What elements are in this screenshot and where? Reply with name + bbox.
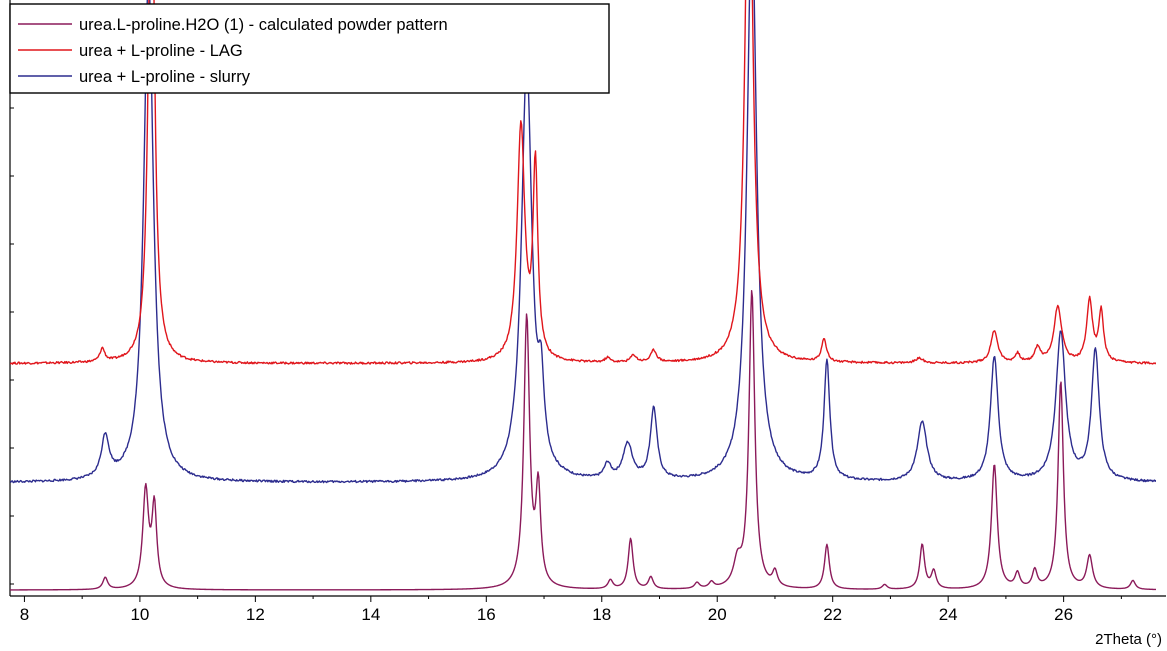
series-line-2	[10, 0, 1156, 365]
x-tick-label: 10	[130, 605, 149, 624]
x-tick-label: 12	[246, 605, 265, 624]
x-tick-label: 20	[708, 605, 727, 624]
x-tick-label: 14	[361, 605, 380, 624]
legend-entry: urea + L-proline - slurry	[79, 68, 251, 86]
x-tick-label: 8	[20, 605, 29, 624]
x-axis-title: 2Theta (°)	[1095, 631, 1162, 648]
plot-frame	[9, 0, 1166, 597]
x-tick-label: 18	[592, 605, 611, 624]
x-axis: 8 10 12 14 16 18 20 22 24 26	[20, 596, 1122, 624]
legend-entry: urea + L-proline - LAG	[79, 42, 243, 60]
legend: urea.L-proline.H2O (1) - calculated powd…	[9, 3, 610, 94]
x-tick-label: 26	[1054, 605, 1073, 624]
x-tick-label: 16	[477, 605, 496, 624]
legend-entry: urea.L-proline.H2O (1) - calculated powd…	[79, 16, 448, 34]
x-tick-label: 24	[939, 605, 958, 624]
series-line-3	[10, 0, 1156, 484]
series-line-1	[10, 289, 1156, 591]
x-tick-label: 22	[823, 605, 842, 624]
series-layer	[10, 0, 1156, 591]
legend-box	[9, 3, 610, 94]
